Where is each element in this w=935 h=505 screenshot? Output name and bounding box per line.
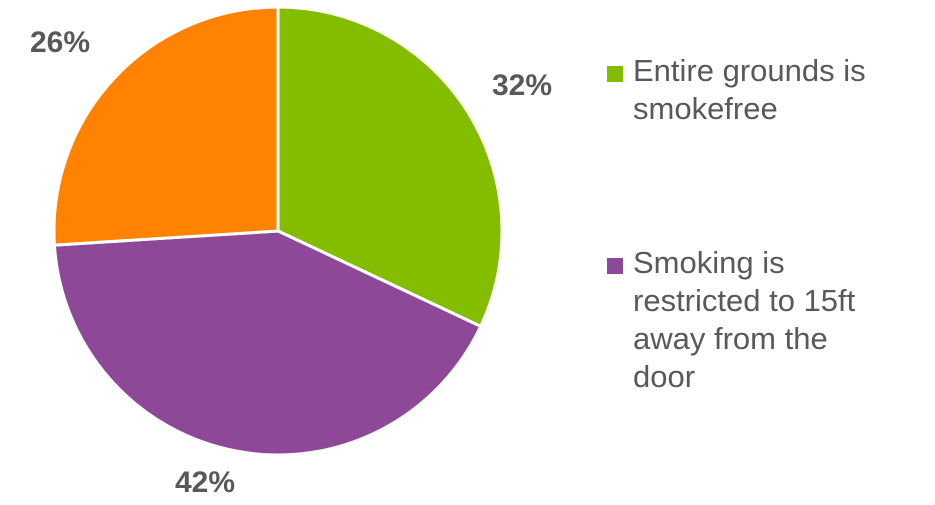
- pie-slice-smokefree: [276, 5, 504, 328]
- legend-label-smokefree: Entire grounds is smokefree: [633, 53, 866, 126]
- pie-slices: [52, 5, 504, 457]
- data-label-smokefree: 32%: [492, 69, 552, 102]
- pie-slice-restricted: [52, 229, 483, 457]
- data-label-restricted: 42%: [175, 466, 235, 499]
- data-label-other: 26%: [30, 26, 90, 59]
- legend-label-restricted: Smoking is restricted to 15ft away from …: [633, 245, 856, 394]
- pie-data-labels: 32% 42% 26%: [30, 26, 552, 499]
- legend-swatch-smokefree: [607, 66, 623, 82]
- pie-slice-other: [52, 5, 280, 247]
- legend-item-smokefree: Entire grounds is smokefree: [607, 52, 923, 128]
- legend-item-restricted: Smoking is restricted to 15ft away from …: [607, 244, 888, 396]
- legend-swatch-restricted: [607, 258, 623, 274]
